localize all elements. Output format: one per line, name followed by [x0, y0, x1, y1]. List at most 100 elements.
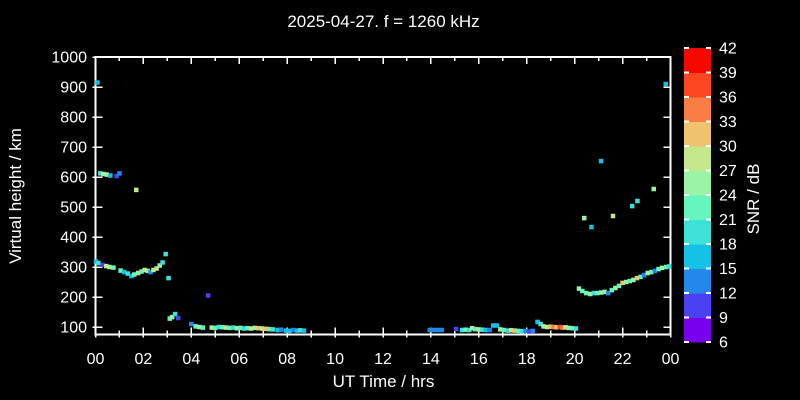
data-point [551, 324, 556, 330]
data-point [216, 324, 222, 330]
colorbar-block [684, 72, 711, 98]
data-point [476, 327, 482, 332]
data-point [620, 280, 625, 286]
y-tick-label: 100 [60, 320, 87, 337]
data-point [263, 326, 268, 332]
data-point [595, 290, 600, 296]
colorbar-tick-label: 6 [719, 335, 728, 352]
data-point [649, 269, 654, 275]
data-point [290, 327, 296, 333]
colorbar-block [684, 268, 711, 294]
data-point [266, 326, 272, 332]
data-point [605, 290, 611, 296]
data-point [167, 316, 173, 321]
data-point [501, 327, 507, 333]
y-tick-label: 900 [60, 80, 87, 97]
y-tick-label: 800 [60, 110, 87, 127]
data-point [582, 215, 587, 221]
data-point [287, 328, 292, 334]
data-point [463, 327, 468, 332]
data-point [157, 263, 162, 268]
data-point [616, 283, 622, 289]
data-point [114, 173, 119, 179]
colorbar-block [684, 97, 711, 122]
colorbar-block [684, 219, 711, 245]
x-tick-label: 16 [470, 351, 488, 368]
data-point [469, 325, 475, 331]
data-point [227, 325, 232, 331]
colorbar-block [684, 317, 711, 343]
data-point [133, 187, 139, 193]
data-point [498, 327, 503, 332]
y-tick-label: 300 [60, 260, 87, 277]
data-point [122, 269, 127, 275]
data-point [209, 325, 214, 330]
data-point [535, 319, 540, 325]
data-point [635, 198, 640, 204]
data-point [298, 328, 303, 333]
data-point [526, 329, 532, 334]
data-point [129, 273, 134, 279]
colorbar-tick-label: 18 [719, 237, 737, 254]
data-point [160, 260, 165, 265]
chart-title: 2025-04-27. f = 1260 kHz [287, 12, 480, 31]
data-point [283, 328, 289, 333]
data-point [223, 325, 229, 330]
data-point [641, 272, 647, 278]
x-axis-label: UT Time / hrs [332, 372, 435, 391]
data-point [278, 327, 284, 332]
x-tick-label: 04 [182, 351, 200, 368]
data-point [656, 266, 661, 272]
data-point [175, 315, 181, 321]
data-point [613, 285, 618, 291]
data-point [104, 263, 109, 269]
y-tick-label: 200 [60, 290, 87, 307]
data-point [108, 173, 113, 178]
data-point [117, 171, 122, 176]
data-point [589, 224, 594, 230]
data-point [544, 324, 550, 330]
data-point [573, 326, 579, 331]
data-point [505, 328, 510, 333]
colorbar-block [684, 48, 711, 73]
data-point [96, 260, 101, 266]
data-point [487, 327, 492, 333]
data-point [483, 327, 489, 333]
data-point [142, 267, 147, 273]
data-point [101, 171, 106, 177]
data-point [629, 203, 635, 209]
y-tick-label: 500 [60, 200, 87, 217]
data-point [494, 323, 500, 328]
data-point [259, 326, 265, 331]
data-point [627, 278, 633, 284]
x-tick-label: 14 [422, 351, 440, 368]
y-tick-label: 600 [60, 170, 87, 187]
x-tick-label: 18 [518, 351, 536, 368]
data-point [538, 321, 543, 327]
data-point [530, 328, 535, 334]
data-point [205, 293, 211, 298]
colorbar-block [684, 195, 711, 220]
data-point [301, 328, 307, 333]
data-point [435, 327, 440, 333]
colorbar-tick-label: 30 [719, 139, 737, 156]
x-tick-label: 06 [230, 351, 248, 368]
colorbar-block [684, 146, 711, 171]
data-point [512, 328, 518, 333]
data-point [631, 277, 636, 283]
data-point [256, 325, 261, 331]
colorbar-tick-label: 36 [719, 90, 737, 107]
data-point [576, 286, 582, 291]
colorbar-tick-label: 9 [719, 310, 728, 327]
data-point [659, 265, 665, 271]
x-tick-label: 12 [374, 351, 392, 368]
data-point [519, 328, 525, 334]
data-point [663, 264, 669, 270]
colorbar-tick-label: 39 [719, 65, 737, 82]
x-tick-label: 22 [614, 351, 632, 368]
data-point [252, 325, 258, 331]
colorbar-tick-label: 15 [719, 261, 737, 278]
data-point [234, 325, 240, 331]
